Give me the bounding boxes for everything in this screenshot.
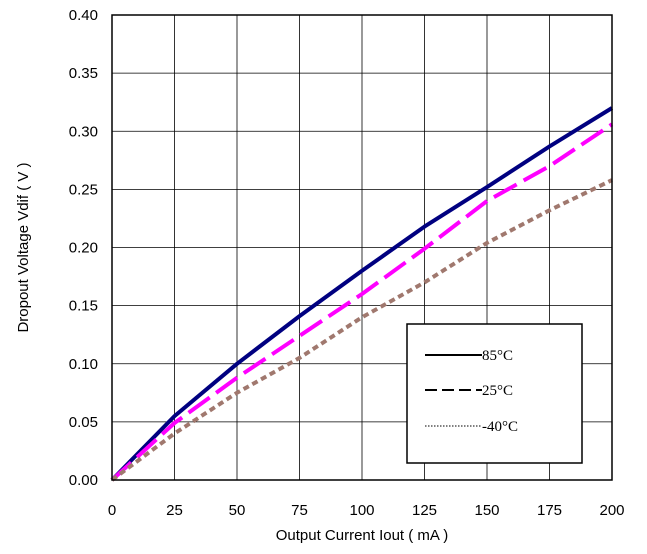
x-tick-labels: 0 25 50 75 100 125 150 175 200 xyxy=(108,502,625,519)
legend-label-2: -40°C xyxy=(482,419,518,435)
series-lines xyxy=(110,106,614,482)
y-tick-label: 0.00 xyxy=(69,472,98,489)
x-tick-label: 100 xyxy=(349,502,374,519)
legend-label-1: 25°C xyxy=(482,383,513,399)
y-tick-label: 0.05 xyxy=(69,414,98,431)
x-tick-label: 0 xyxy=(108,502,116,519)
x-tick-label: 50 xyxy=(229,502,246,519)
legend-box xyxy=(406,323,583,464)
x-tick-label: 200 xyxy=(599,502,624,519)
x-tick-label: 175 xyxy=(537,502,562,519)
x-tick-label: 75 xyxy=(291,502,308,519)
y-tick-label: 0.30 xyxy=(69,123,98,140)
y-tick-label: 0.10 xyxy=(69,356,98,373)
plot-area-frame xyxy=(111,14,613,481)
y-axis-title: Dropout Voltage Vdif ( V ) xyxy=(15,162,32,332)
legend-label-0: 85°C xyxy=(482,348,513,364)
legend: 85°C 25°C -40°C xyxy=(406,323,583,464)
y-tick-label: 0.40 xyxy=(69,7,98,24)
y-tick-label: 0.35 xyxy=(69,65,98,82)
x-tick-label: 125 xyxy=(412,502,437,519)
y-tick-label: 0.15 xyxy=(69,298,98,315)
y-tick-labels: 0.00 0.05 0.10 0.15 0.20 0.25 0.30 0.35 0.40 xyxy=(69,7,98,489)
y-tick-label: 0.25 xyxy=(69,181,98,198)
series-line-1 xyxy=(110,122,614,482)
series-line-2 xyxy=(110,178,613,482)
x-tick-label: 25 xyxy=(166,502,183,519)
x-axis-title: Output Current Iout ( mA ) xyxy=(276,527,449,544)
series-line-0 xyxy=(110,106,614,482)
x-tick-label: 150 xyxy=(474,502,499,519)
y-tick-label: 0.20 xyxy=(69,240,98,257)
